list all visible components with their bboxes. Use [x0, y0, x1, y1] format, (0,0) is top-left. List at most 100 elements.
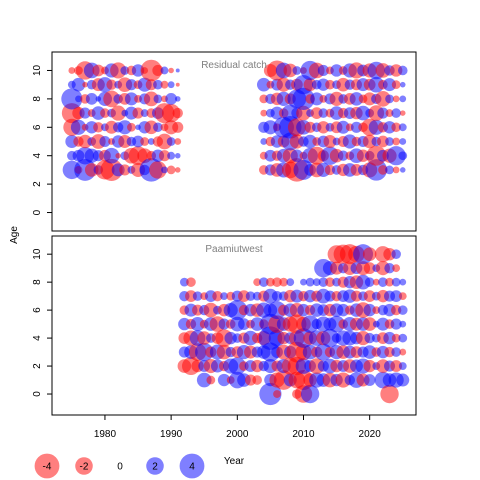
bubble-point: [260, 109, 268, 117]
bubble-point: [167, 151, 176, 160]
panel-frame: [51, 51, 417, 232]
bubble-point: [398, 292, 407, 301]
legend-label: -2: [80, 462, 89, 473]
bubble-point: [172, 107, 183, 119]
bubble-point: [318, 277, 329, 287]
y-tick-label: 6: [32, 124, 43, 130]
bubble-point: [363, 303, 376, 317]
bubble-point: [328, 315, 345, 333]
bubble-point: [325, 79, 335, 90]
bubble-point: [179, 277, 189, 287]
y-tick-label: 10: [32, 248, 43, 260]
bubble-point: [172, 121, 184, 133]
bubble-point: [303, 134, 317, 149]
legend-label: -4: [43, 462, 52, 473]
bubble-point: [363, 290, 376, 303]
bubble-point: [385, 109, 394, 118]
bubble-point: [283, 63, 298, 78]
bubble-point: [378, 277, 388, 287]
bubble-point: [147, 138, 155, 145]
bubble-point: [245, 291, 256, 301]
bubbles: [61, 59, 408, 182]
bubble-point: [305, 277, 315, 287]
bubble-point: [256, 77, 271, 92]
bubble-point: [390, 360, 403, 372]
bubble-point: [75, 95, 82, 103]
panel-frame: [51, 235, 417, 416]
bubble-point: [228, 357, 247, 375]
bubble-point: [279, 277, 289, 287]
bubble-point: [192, 291, 203, 301]
bubble-point: [186, 277, 196, 287]
bubble-point: [286, 278, 295, 287]
bubble-point: [161, 166, 168, 174]
bubble-point: [399, 278, 407, 286]
bubble-point: [398, 123, 407, 132]
bubble-point: [391, 249, 401, 259]
bubble-point: [363, 262, 376, 275]
y-tick-label: 10: [32, 64, 43, 76]
bubble-point: [85, 93, 98, 105]
bubble-point: [378, 165, 388, 175]
bubble-point: [273, 390, 281, 398]
bubble-point: [355, 105, 371, 121]
bubble-point: [330, 64, 343, 77]
bubble-point: [398, 151, 408, 161]
bubble-point: [390, 318, 402, 330]
legend-label: 0: [117, 462, 123, 473]
bubble-point: [174, 96, 181, 102]
bubble-point: [383, 78, 397, 92]
bubble-point: [70, 119, 87, 135]
bubble-point: [385, 165, 394, 175]
panel-title: Paamiutwest: [205, 244, 262, 255]
y-tick-label: 8: [32, 96, 43, 102]
bubble-point: [117, 120, 132, 135]
bubble-point: [61, 88, 83, 110]
bubble-point: [253, 278, 262, 287]
bubble-point: [196, 372, 212, 388]
chart-panels: Residual catch 0 2 4 6 8 10 Paamiutwest 0 2 4 6 8 10 1…: [32, 51, 417, 440]
bubble-point: [156, 133, 173, 150]
bubble-point: [312, 278, 321, 287]
bubble-point: [158, 150, 171, 162]
x-tick-label: 2000: [226, 429, 249, 440]
y-tick-label: 2: [32, 363, 43, 369]
bubble-point: [383, 331, 396, 345]
bubble-point: [391, 122, 401, 133]
x-axis-label: Year: [224, 456, 245, 467]
legend-bubble: [179, 453, 205, 479]
bubble-point: [132, 107, 144, 119]
bubble-point: [375, 91, 391, 107]
bubble-point: [320, 328, 340, 348]
bubble-point: [310, 92, 324, 106]
bubble-point: [217, 373, 231, 387]
bubble-point: [99, 135, 111, 148]
bubble-point: [377, 107, 389, 119]
bubble-point: [362, 247, 377, 261]
bubble-point: [391, 108, 401, 118]
bubble-point: [93, 122, 104, 133]
bubble-point: [132, 135, 144, 148]
bubble-point: [160, 66, 169, 75]
bubble-point: [399, 110, 406, 116]
bubble-point: [166, 165, 176, 175]
bubble-point: [190, 317, 205, 332]
bubble-point: [174, 138, 182, 145]
legend-bubble: [34, 453, 60, 479]
bubble-point: [174, 167, 181, 173]
bubble-point: [168, 67, 174, 74]
bubble-point: [391, 277, 401, 287]
bubble-point: [160, 80, 169, 89]
bubble-point: [317, 121, 330, 134]
bubble-point: [78, 134, 92, 149]
bubble-point: [300, 278, 307, 286]
bubble-point: [92, 64, 105, 77]
bubble-point: [153, 79, 163, 90]
bubble-point: [260, 138, 268, 145]
bubble-point: [399, 348, 407, 356]
bubble-point: [124, 92, 138, 106]
bubble-point: [238, 318, 250, 330]
bubble-point: [323, 135, 337, 148]
bubble-point: [364, 277, 375, 287]
